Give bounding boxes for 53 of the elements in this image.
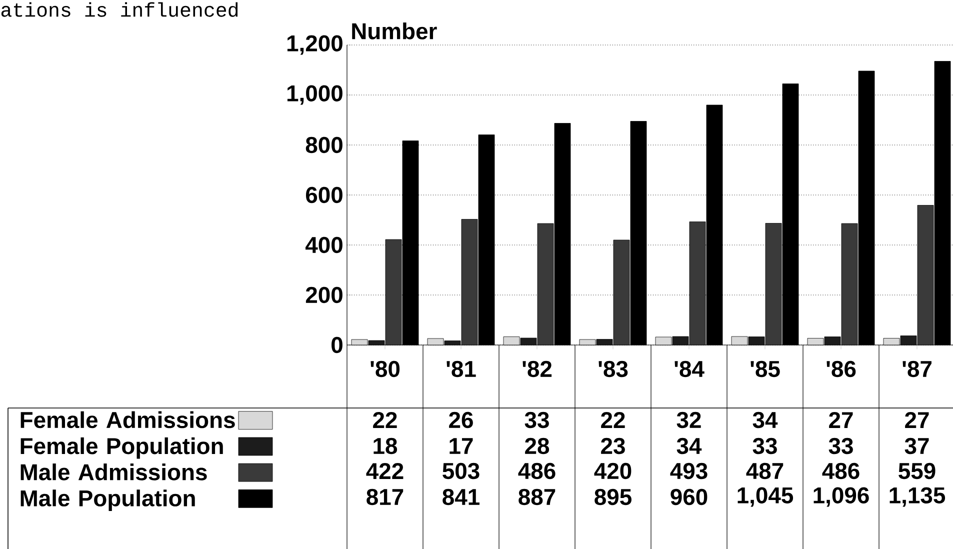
data-label: 960 xyxy=(670,488,708,506)
x-tick-label: '83 xyxy=(598,360,628,378)
y-tick-label: 0 xyxy=(332,336,342,354)
legend-label: Female Admissions xyxy=(20,411,235,428)
data-label: 34 xyxy=(676,438,702,454)
data-label: 486 xyxy=(822,462,860,480)
data-label: 420 xyxy=(594,462,632,480)
data-label: 817 xyxy=(366,488,404,506)
data-label: 22 xyxy=(601,412,625,428)
data-label: 887 xyxy=(518,488,556,506)
x-tick-label: '85 xyxy=(750,360,780,378)
data-label: 33 xyxy=(524,412,549,428)
y-tick-label: 1,000 xyxy=(287,85,342,105)
data-label: 1,096 xyxy=(814,487,869,507)
x-tick-label: '84 xyxy=(674,360,704,378)
data-label: 27 xyxy=(905,412,929,428)
y-tick-label: 200 xyxy=(306,286,342,304)
legend-label: Male Population xyxy=(20,490,195,511)
data-label: 22 xyxy=(373,412,397,428)
data-label: 422 xyxy=(366,463,404,479)
data-label: 37 xyxy=(904,438,929,454)
y-tick-label: 1,200 xyxy=(287,35,342,55)
data-label: 33 xyxy=(752,438,777,454)
x-tick-label: '86 xyxy=(826,360,856,378)
data-label: 841 xyxy=(442,488,480,506)
data-label: 559 xyxy=(898,462,936,480)
text: ations is influenced xyxy=(1,2,238,17)
data-label: 487 xyxy=(746,462,784,480)
data-label: 23 xyxy=(601,438,625,454)
legend-label: Female Population xyxy=(20,437,223,459)
data-label: 503 xyxy=(442,462,480,480)
data-label: 32 xyxy=(676,412,701,428)
x-tick-label: '80 xyxy=(370,360,400,378)
data-label: 1,135 xyxy=(890,487,946,507)
data-label: 895 xyxy=(594,488,632,506)
data-label: 27 xyxy=(829,412,853,428)
legend-label: Male Admissions xyxy=(20,464,207,480)
x-tick-label: '81 xyxy=(446,360,476,378)
y-tick-label: 400 xyxy=(305,236,342,254)
data-label: 18 xyxy=(374,438,398,454)
data-label: 34 xyxy=(752,412,778,428)
data-label: 486 xyxy=(518,462,556,480)
x-tick-label: '82 xyxy=(522,360,552,378)
data-label: 17 xyxy=(450,438,473,454)
data-label: 28 xyxy=(525,438,550,454)
y-axis-title: Number xyxy=(352,22,437,40)
data-label: 1,045 xyxy=(738,487,794,507)
y-tick-label: 800 xyxy=(306,136,342,154)
y-tick-label: 600 xyxy=(306,186,342,204)
x-tick-label: '87 xyxy=(902,360,932,378)
data-label: 26 xyxy=(449,412,473,428)
data-label: 33 xyxy=(828,438,853,454)
data-label: 493 xyxy=(670,462,708,480)
